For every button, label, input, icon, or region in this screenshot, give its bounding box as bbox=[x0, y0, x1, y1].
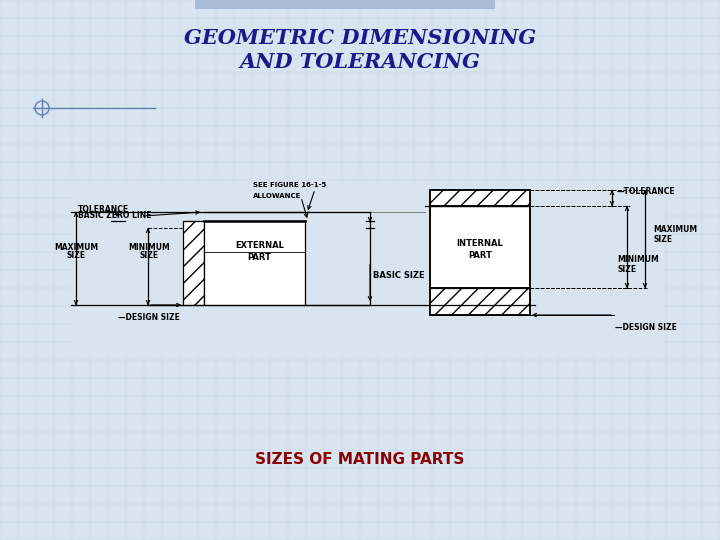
Text: PART: PART bbox=[248, 253, 271, 261]
Text: MAXIMUM: MAXIMUM bbox=[653, 226, 697, 234]
Text: AND TOLERANCING: AND TOLERANCING bbox=[240, 52, 480, 72]
Bar bbox=[195, 0, 495, 9]
Text: SEE FIGURE 16-1-5: SEE FIGURE 16-1-5 bbox=[253, 182, 326, 188]
Text: MINIMUM: MINIMUM bbox=[128, 242, 170, 252]
Text: SIZE: SIZE bbox=[617, 266, 636, 274]
Text: —TOLERANCE: —TOLERANCE bbox=[617, 187, 675, 197]
Text: —DESIGN SIZE: —DESIGN SIZE bbox=[118, 314, 180, 322]
Bar bbox=[430, 190, 530, 206]
Text: BASIC SIZE: BASIC SIZE bbox=[373, 271, 425, 280]
Text: SIZE: SIZE bbox=[66, 252, 86, 260]
Text: MINIMUM: MINIMUM bbox=[617, 255, 659, 265]
Text: SIZE: SIZE bbox=[653, 235, 672, 245]
Text: ALLOWANCE: ALLOWANCE bbox=[253, 193, 302, 199]
Text: SIZES OF MATING PARTS: SIZES OF MATING PARTS bbox=[256, 453, 464, 468]
Bar bbox=[430, 206, 530, 288]
Text: MAXIMUM: MAXIMUM bbox=[54, 242, 98, 252]
Text: GEOMETRIC DIMENSIONING: GEOMETRIC DIMENSIONING bbox=[184, 28, 536, 48]
Text: TOLERANCE: TOLERANCE bbox=[78, 205, 129, 213]
Bar bbox=[204, 221, 305, 305]
Text: INTERNAL: INTERNAL bbox=[456, 240, 503, 248]
Bar bbox=[430, 288, 530, 315]
Text: SIZE: SIZE bbox=[140, 252, 158, 260]
Bar bbox=[71, 182, 665, 355]
Text: EXTERNAL: EXTERNAL bbox=[235, 241, 284, 251]
Text: —DESIGN SIZE: —DESIGN SIZE bbox=[615, 322, 677, 332]
Bar bbox=[183, 221, 204, 305]
Text: PART: PART bbox=[468, 251, 492, 260]
Text: BASIC ZERO LINE: BASIC ZERO LINE bbox=[78, 212, 151, 220]
